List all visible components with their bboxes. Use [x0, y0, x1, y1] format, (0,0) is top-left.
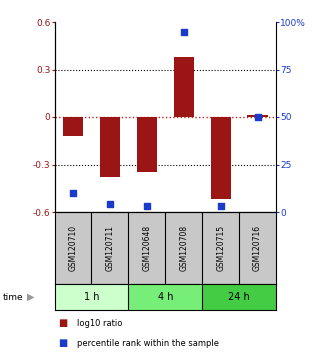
- Text: 1 h: 1 h: [84, 292, 99, 302]
- Bar: [137, 117, 157, 172]
- Bar: [202, 284, 276, 310]
- Bar: [63, 117, 83, 136]
- Text: GSM120648: GSM120648: [142, 225, 152, 271]
- Text: GSM120711: GSM120711: [105, 225, 115, 271]
- Point: [144, 204, 150, 209]
- Bar: [239, 212, 276, 284]
- Bar: [100, 117, 120, 177]
- Bar: [55, 284, 128, 310]
- Point: [71, 190, 76, 196]
- Point: [107, 201, 113, 207]
- Text: percentile rank within the sample: percentile rank within the sample: [77, 338, 219, 348]
- Text: GSM120715: GSM120715: [216, 225, 225, 271]
- Bar: [55, 212, 91, 284]
- Bar: [247, 115, 268, 117]
- Text: GSM120708: GSM120708: [179, 225, 188, 271]
- Text: GSM120716: GSM120716: [253, 225, 262, 271]
- Point: [255, 114, 260, 120]
- Bar: [128, 212, 165, 284]
- Bar: [202, 212, 239, 284]
- Text: GSM120710: GSM120710: [68, 225, 78, 271]
- Bar: [174, 57, 194, 117]
- Text: ■: ■: [58, 318, 67, 328]
- Point: [181, 29, 187, 34]
- Text: log10 ratio: log10 ratio: [77, 319, 122, 328]
- Text: time: time: [3, 292, 24, 302]
- Text: ▶: ▶: [27, 292, 34, 302]
- Text: ■: ■: [58, 338, 67, 348]
- Bar: [128, 284, 202, 310]
- Point: [218, 204, 223, 209]
- Bar: [211, 117, 231, 199]
- Text: 4 h: 4 h: [158, 292, 173, 302]
- Bar: [165, 212, 202, 284]
- Bar: [91, 212, 128, 284]
- Text: 24 h: 24 h: [228, 292, 250, 302]
